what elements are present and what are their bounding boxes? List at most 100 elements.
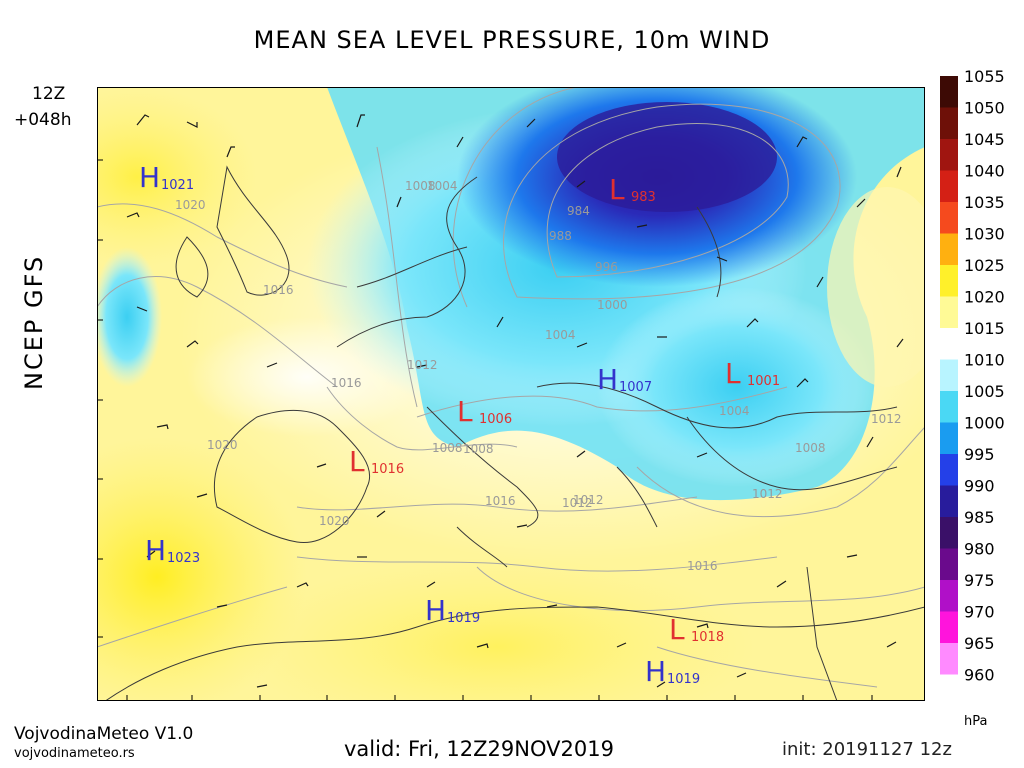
colorbar-label: 1055 (964, 70, 1005, 86)
center-letter: L (669, 613, 685, 646)
colorbar-label: 985 (964, 508, 995, 527)
isobar-label: 1016 (485, 494, 516, 508)
colorbar-label: 1005 (964, 382, 1005, 401)
colorbar-swatch (940, 76, 958, 108)
colorbar-label: 1045 (964, 130, 1005, 149)
colorbar-swatch (940, 328, 958, 360)
init-time: init: 20191127 12z (782, 739, 952, 760)
colorbar-swatch (940, 233, 958, 265)
colorbar-swatch (940, 296, 958, 328)
pressure-center-high: H 1019 (425, 594, 480, 627)
colorbar-swatch (940, 202, 958, 234)
isobar-label: 1020 (207, 438, 238, 452)
isobar-label: 1016 (687, 559, 718, 573)
pressure-center-low: L 1016 (349, 445, 404, 478)
colorbar-label: 1040 (964, 162, 1005, 181)
isobar-label: 1004 (427, 179, 458, 193)
colorbar-swatch (940, 548, 958, 580)
center-letter: H (645, 655, 666, 688)
isobar-label: 1000 (597, 298, 628, 312)
pressure-center-high: H 1007 (597, 363, 652, 396)
axis-ticks: 15W10W5W05E10E15E20E25E30E35E40E65N60N55… (97, 159, 873, 701)
pressure-center-low: L 1006 (457, 395, 512, 428)
colorbar-label: 1025 (964, 256, 1005, 275)
center-value: 1019 (447, 611, 480, 626)
center-letter: H (597, 363, 618, 396)
center-value: 983 (631, 190, 656, 205)
colorbar-swatch (940, 517, 958, 549)
pressure-colorbar: 1055 1050 1045 1040 1035 1030 1025 1020 1015 1010… (940, 70, 1005, 685)
isobar-label: 988 (549, 229, 572, 243)
isobar-label: 1012 (573, 493, 604, 507)
center-letter: L (457, 395, 473, 428)
chart-title: MEAN SEA LEVEL PRESSURE, 10m WIND (253, 26, 771, 54)
isobar-label: 1004 (545, 328, 576, 342)
colorbar-label: 965 (964, 634, 995, 653)
isobar-label: 1008 (432, 441, 463, 455)
isobar-label: 1016 (331, 376, 362, 390)
footer-brand: VojvodinaMeteo V1.0 (14, 724, 194, 744)
colorbar-swatch (940, 485, 958, 517)
isobar-label: 1012 (407, 358, 438, 372)
isobar-labels: 1020101610161012100810041000996988984100… (175, 179, 902, 573)
colorbar-label: 960 (964, 666, 995, 685)
colorbar-label: 1050 (964, 99, 1005, 118)
colorbar-label: 995 (964, 445, 995, 464)
isobar-label: 1008 (405, 179, 436, 193)
pressure-center-low: L 1001 (725, 357, 780, 390)
colorbar-swatch (940, 359, 958, 391)
center-letter: H (425, 594, 446, 627)
model-name: NCEP GFS (20, 254, 48, 390)
pressure-center-low: L 1018 (669, 613, 724, 646)
colorbar-label: 990 (964, 477, 995, 496)
colorbar-label: 1010 (964, 351, 1005, 370)
forecast-hour: +048h (14, 110, 72, 130)
colorbar-label: 1020 (964, 288, 1005, 307)
center-value: 1001 (747, 374, 780, 389)
isobar-label: 1012 (562, 496, 593, 510)
center-letter: H (145, 534, 166, 567)
isobar-label: 996 (595, 260, 618, 274)
run-hour: 12Z (32, 84, 66, 104)
center-value: 1007 (619, 380, 652, 395)
isobar-label: 1008 (463, 442, 494, 456)
colorbar-swatch (940, 580, 958, 612)
center-value: 1023 (167, 551, 200, 566)
isobar-label: 1020 (175, 198, 206, 212)
colorbar-label: 1000 (964, 414, 1005, 433)
colorbar-unit: hPa (964, 714, 988, 729)
colorbar-label: 1035 (964, 193, 1005, 212)
colorbar-label: 970 (964, 603, 995, 622)
isobar-label: 1004 (719, 404, 750, 418)
pressure-map: 1020101610161012100810041000996988984100… (97, 87, 925, 701)
center-value: 1016 (371, 462, 404, 477)
isobar-label: 1012 (871, 412, 902, 426)
colorbar-label: 975 (964, 571, 995, 590)
valid-time: valid: Fri, 12Z29NOV2019 (344, 737, 614, 761)
isobar-label: 1020 (319, 514, 350, 528)
pressure-center-high: H 1019 (645, 655, 700, 688)
center-value: 1006 (479, 412, 512, 427)
colorbar-swatch (940, 170, 958, 202)
center-letter: L (609, 173, 625, 206)
colorbar-swatch (940, 611, 958, 643)
footer-website: vojvodinameteo.rs (14, 746, 135, 761)
pressure-center-high: H 1023 (145, 534, 200, 567)
center-value: 1018 (691, 630, 724, 645)
center-letter: L (349, 445, 365, 478)
center-value: 1019 (667, 672, 700, 687)
isobar-label: 1008 (795, 441, 826, 455)
pressure-center-low: L 983 (609, 173, 656, 206)
isobar-label: 1012 (752, 487, 783, 501)
colorbar-swatch (940, 265, 958, 297)
colorbar-swatch (940, 107, 958, 139)
colorbar-label: 1015 (964, 319, 1005, 338)
center-letter: H (139, 161, 160, 194)
colorbar-label: 1030 (964, 225, 1005, 244)
colorbar-label: 980 (964, 540, 995, 559)
colorbar-swatch (940, 643, 958, 675)
center-letter: L (725, 357, 741, 390)
isobar-label: 984 (567, 204, 590, 218)
pressure-center-high: H 1021 (139, 161, 194, 194)
